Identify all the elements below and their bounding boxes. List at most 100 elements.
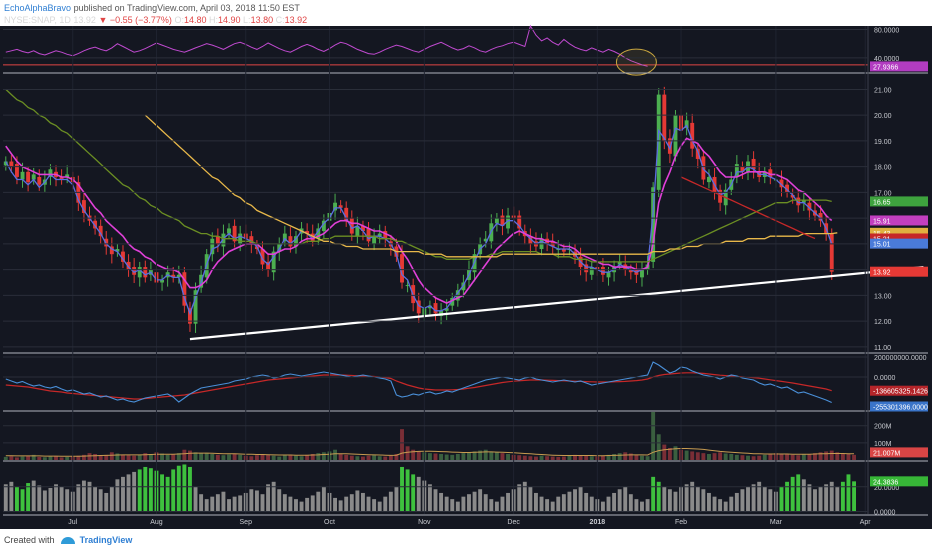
volume-bar [461, 453, 466, 460]
volume-bar [310, 454, 315, 460]
volume-bar [779, 453, 784, 460]
volume-bar [556, 456, 561, 460]
volume-bar [98, 455, 103, 460]
candle-body [282, 233, 287, 242]
oscillator-bar [65, 489, 70, 512]
author-link[interactable]: EchoAlphaBravo [4, 3, 72, 13]
candle-body [171, 274, 176, 278]
candle-body [684, 120, 689, 129]
volume-bar [238, 454, 243, 460]
x-tick-label: Sep [240, 519, 253, 526]
candle-body [305, 231, 310, 234]
candle-body [818, 213, 823, 221]
moving-average-ma-100 [5, 88, 832, 263]
oscillator-bar [238, 495, 243, 512]
tradingview-brand-link[interactable]: TradingView [79, 535, 133, 545]
volume-bar [254, 455, 259, 460]
volume-bar [829, 450, 834, 460]
oscillator-bar [204, 499, 209, 512]
candle-body [416, 300, 421, 314]
candle-body [137, 267, 142, 278]
oscillator-bar [54, 484, 58, 512]
oversold-circle [615, 48, 657, 76]
candle-body [187, 308, 192, 324]
volume-bar [394, 454, 399, 460]
candle-body [288, 236, 293, 247]
volume-bar [729, 454, 734, 460]
volume-bar [344, 454, 349, 460]
oscillator-bar [785, 481, 790, 512]
candle-body [266, 261, 271, 270]
symbol-name[interactable]: NYSE:SNAP, 1D [4, 15, 71, 25]
open-label: O: [174, 15, 184, 25]
osc-y-tick-label: 20.0000 [874, 485, 899, 492]
oscillator-bar [550, 501, 555, 512]
open-value: 14.80 [183, 15, 207, 25]
volume-y-tick-label: 200M [874, 424, 892, 431]
candle-body [121, 251, 125, 262]
oscillator-bar [840, 481, 845, 512]
moving-average-ema-fast [5, 124, 833, 316]
oscillator-bar [98, 489, 103, 512]
volume-bar [662, 444, 667, 460]
volume-bar [333, 449, 338, 460]
x-tick-label: Oct [324, 519, 335, 526]
volume-bar [684, 450, 689, 460]
oscillator-bar [723, 501, 728, 512]
price-y-tick-label: 18.00 [874, 165, 892, 172]
oscillator-bar [232, 496, 237, 512]
volume-bar [706, 454, 711, 460]
candle-body [461, 282, 466, 291]
oscillator-bar [115, 479, 120, 512]
oscillator-bar [349, 494, 354, 512]
volume-bar [299, 456, 304, 460]
volume-bar [321, 452, 326, 460]
candle-body [734, 164, 739, 177]
oscillator-bar [87, 481, 92, 512]
candle-body [785, 184, 790, 193]
oscillator-bar [383, 496, 388, 512]
price-label-5: 13.92 [873, 270, 891, 277]
candle-body [59, 176, 64, 180]
candle-body [494, 218, 499, 224]
volume-bar [349, 455, 354, 460]
candle-body [316, 228, 321, 239]
oscillator-bar [829, 481, 834, 512]
volume-bar [723, 453, 728, 460]
moving-average-ma-200 [144, 114, 838, 258]
oscillator-bar [634, 499, 639, 512]
volume-bar [561, 456, 566, 460]
x-tick-label: Nov [418, 519, 431, 526]
volume-bar [137, 454, 142, 460]
volume-bar [377, 456, 382, 460]
oscillator-bars [3, 464, 857, 512]
oscillator-bar [645, 499, 650, 512]
oscillator-bar [690, 481, 695, 512]
candle-body [3, 161, 8, 166]
x-tick-label: Aug [150, 519, 163, 526]
oscillator-bar [651, 476, 656, 512]
price-y-tick-label: 13.00 [874, 293, 892, 300]
candle-body [667, 138, 672, 154]
oscillator-bar [712, 496, 717, 512]
volume-bar [294, 455, 298, 460]
oscillator-bar [405, 469, 410, 512]
oscillator-bar [182, 464, 187, 512]
candle-body [706, 176, 711, 183]
price-y-tick-label: 19.00 [874, 139, 892, 146]
oscillator-bar [684, 484, 689, 512]
volume-bar [768, 454, 773, 460]
oscillator-bar [160, 474, 165, 512]
oscillator-bar [528, 486, 533, 512]
oscillator-bar [193, 486, 198, 512]
macd-value-badge-bg [870, 401, 928, 412]
oscillator-bar [3, 484, 8, 512]
oscillator-bar [746, 486, 750, 512]
volume-bar [411, 449, 416, 460]
candle-body [294, 236, 298, 247]
oscillator-bar [143, 466, 148, 512]
candle-body [444, 308, 449, 311]
candle-body [115, 249, 120, 252]
volume-bar [801, 454, 806, 460]
volume-bar [104, 454, 109, 460]
